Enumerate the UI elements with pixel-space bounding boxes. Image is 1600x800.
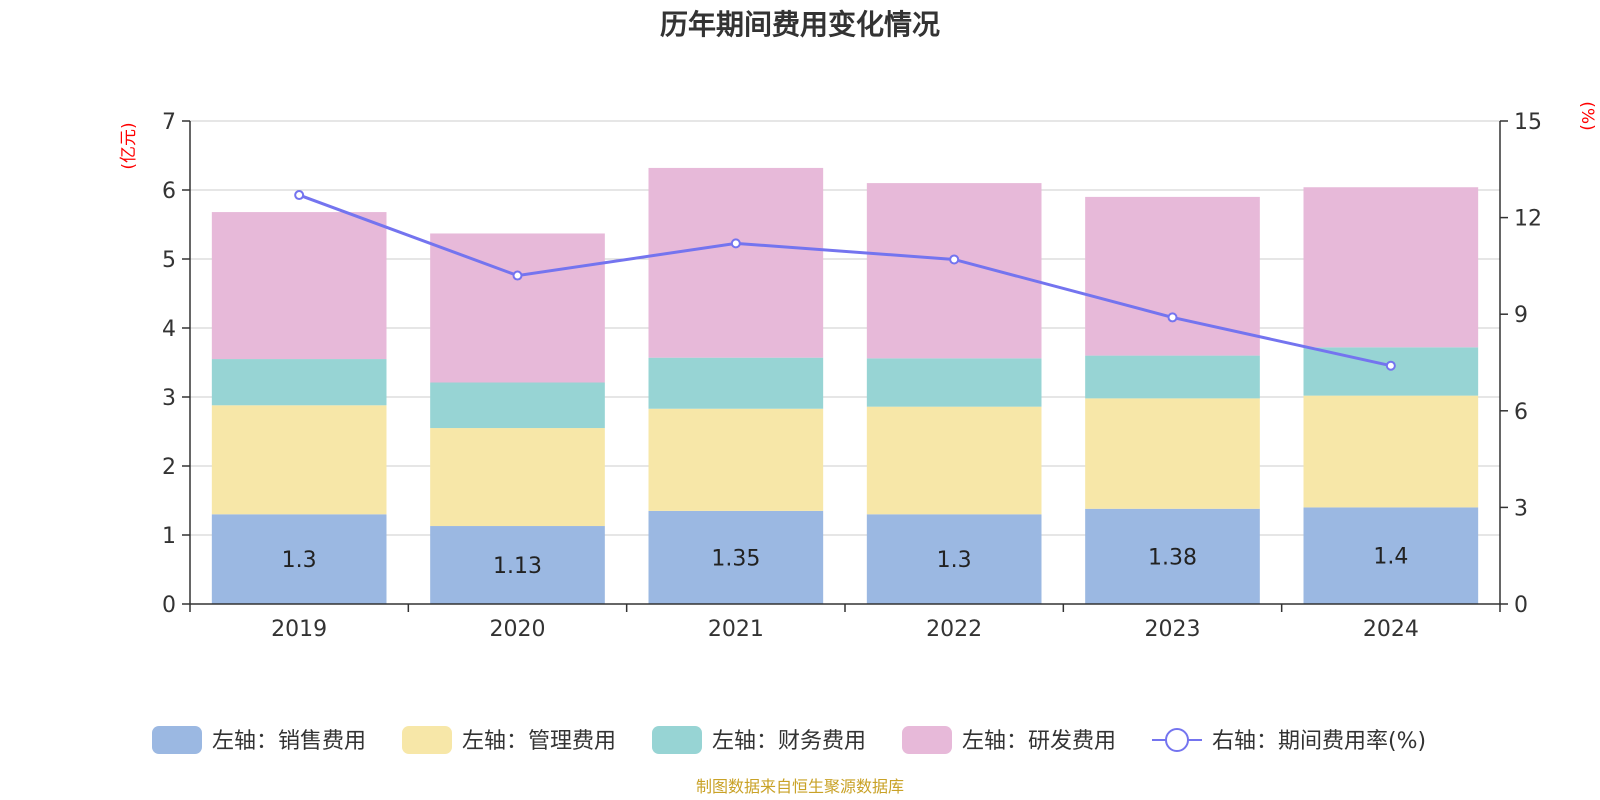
- bar-segment: [1085, 355, 1260, 399]
- x-axis-tick-label: 2022: [926, 617, 982, 642]
- left-axis-tick-label: 2: [162, 455, 176, 480]
- left-axis-tick-label: 1: [162, 524, 176, 549]
- line-point: [1385, 360, 1396, 371]
- left-axis-tick-label: 6: [162, 179, 176, 204]
- left-axis-tick-label: 7: [162, 110, 176, 135]
- line-point: [730, 238, 741, 249]
- line-point: [512, 270, 523, 281]
- bar-data-label: 1.38: [1148, 545, 1197, 570]
- line-path: [298, 193, 1392, 368]
- bar-segment: [648, 408, 824, 511]
- legend-marker-swatch: [1165, 728, 1189, 752]
- x-axis-tick-label: 2020: [490, 617, 546, 642]
- line-point: [294, 190, 305, 201]
- bar-segment: [430, 428, 605, 527]
- bar-segment: [211, 405, 387, 515]
- legend-swatch: [402, 726, 452, 754]
- line-point: [949, 254, 960, 265]
- bar-segment: [1303, 347, 1479, 396]
- bar-data-label: 1.3: [937, 548, 972, 573]
- bar-segment: [866, 514, 1042, 604]
- right-axis-tick-label: 6: [1514, 400, 1528, 425]
- right-axis-tick-label: 3: [1514, 496, 1528, 521]
- bar-segment: [866, 358, 1042, 407]
- right-axis-unit: (%): [1577, 101, 1597, 130]
- legend-swatch: [152, 726, 202, 754]
- bar-segment: [430, 233, 605, 383]
- legend-label: 左轴：管理费用: [462, 729, 616, 754]
- bar-segment: [866, 406, 1042, 515]
- right-axis-tick-label: 12: [1514, 207, 1542, 232]
- legend-label: 左轴：研发费用: [962, 729, 1116, 754]
- left-axis-tick-label: 3: [162, 386, 176, 411]
- bar-data-label: 1.3: [282, 548, 317, 573]
- bar-segment: [648, 167, 824, 358]
- x-axis-tick-label: 2024: [1363, 617, 1419, 642]
- bar-data-label: 1.4: [1373, 545, 1408, 570]
- bar-data-label: 1.35: [711, 546, 760, 571]
- line-series: [294, 190, 1396, 371]
- bar-segment: [430, 382, 605, 429]
- bar-segment: [866, 183, 1042, 359]
- legend: 左轴：销售费用 左轴：管理费用 左轴：财务费用 左轴：研发费用 右轴：期间费用率(%): [152, 726, 1426, 754]
- bar-segment: [211, 212, 387, 360]
- legend-swatch: [902, 726, 952, 754]
- bar-data-label: 1.13: [493, 554, 542, 579]
- bar-series: 1.3 1.13 1.35 1.3 1.38 1.4: [211, 167, 1479, 604]
- legend-label: 左轴：销售费用: [212, 729, 366, 754]
- grid-lines: [190, 120, 1500, 536]
- line-point: [1167, 312, 1178, 323]
- legend-label: 右轴：期间费用率(%): [1212, 729, 1426, 754]
- x-axis-tick-label: 2023: [1145, 617, 1201, 642]
- left-axis-tick-label: 0: [162, 593, 176, 618]
- bar-segment: [648, 510, 824, 604]
- chart-title: 历年期间费用变化情况: [660, 8, 940, 41]
- left-axis-tick-label: 5: [162, 248, 176, 273]
- right-axis-tick-label: 0: [1514, 593, 1528, 618]
- right-axis-tick-label: 9: [1514, 303, 1528, 328]
- data-source-note: 制图数据来自恒生聚源数据库: [696, 777, 904, 796]
- left-axis-tick-label: 4: [162, 317, 176, 342]
- bar-segment: [1303, 187, 1479, 348]
- bar-segment: [1085, 508, 1260, 604]
- right-axis-tick-label: 15: [1514, 110, 1542, 135]
- x-axis-tick-label: 2021: [708, 617, 764, 642]
- left-axis-unit: (亿元): [119, 122, 139, 169]
- bar-segment: [211, 514, 387, 604]
- legend-swatch: [652, 726, 702, 754]
- x-axis-tick-label: 2019: [271, 617, 327, 642]
- bar-segment: [211, 359, 387, 406]
- bar-segment: [430, 526, 605, 604]
- bar-segment: [1085, 398, 1260, 509]
- bar-segment: [1303, 395, 1479, 508]
- legend-label: 左轴：财务费用: [712, 729, 866, 754]
- bar-segment: [1303, 507, 1479, 604]
- bar-segment: [648, 357, 824, 409]
